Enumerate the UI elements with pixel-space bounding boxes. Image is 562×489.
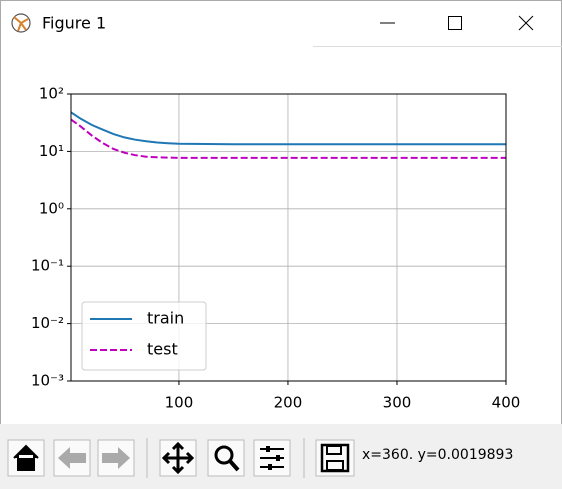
legend-box [81,301,207,371]
x-tick-label: 400 [492,394,521,412]
zoom-button[interactable] [207,439,245,477]
data-line [71,118,506,159]
window-title: Figure 1 [42,14,106,33]
forward-button[interactable] [97,439,135,477]
x-tick-label: 100 [165,394,194,412]
save-button[interactable] [315,439,355,477]
maximize-button[interactable] [448,16,462,30]
configure-button[interactable] [253,439,291,477]
toolbar-buttons [7,438,355,478]
app-icon [11,13,31,33]
y-tick-label: 10⁻¹ [31,257,64,275]
axes-frame [70,93,507,382]
y-tick-label: 10¹ [39,142,64,160]
y-tick-label: 10⁻² [31,314,64,332]
y-tick-label: 10⁰ [39,199,64,217]
back-button[interactable] [53,439,91,477]
home-button[interactable] [7,439,45,477]
pan-button[interactable] [159,439,197,477]
x-tick-label: 200 [274,394,303,412]
status-text: x=360. y=0.0019893 [362,447,513,463]
x-tick-label: 300 [383,394,412,412]
plot: 10⁻³ 10⁻² 10⁻¹ 10⁰ 10¹ 10² 100 200 300 400 train te… [31,85,520,412]
data-line [71,111,506,146]
close-button[interactable] [518,15,534,31]
legend-label: test [147,340,178,359]
y-tick-label: 10² [39,85,64,103]
y-tick-label: 10⁻³ [31,372,64,390]
legend-label: train [147,309,184,328]
